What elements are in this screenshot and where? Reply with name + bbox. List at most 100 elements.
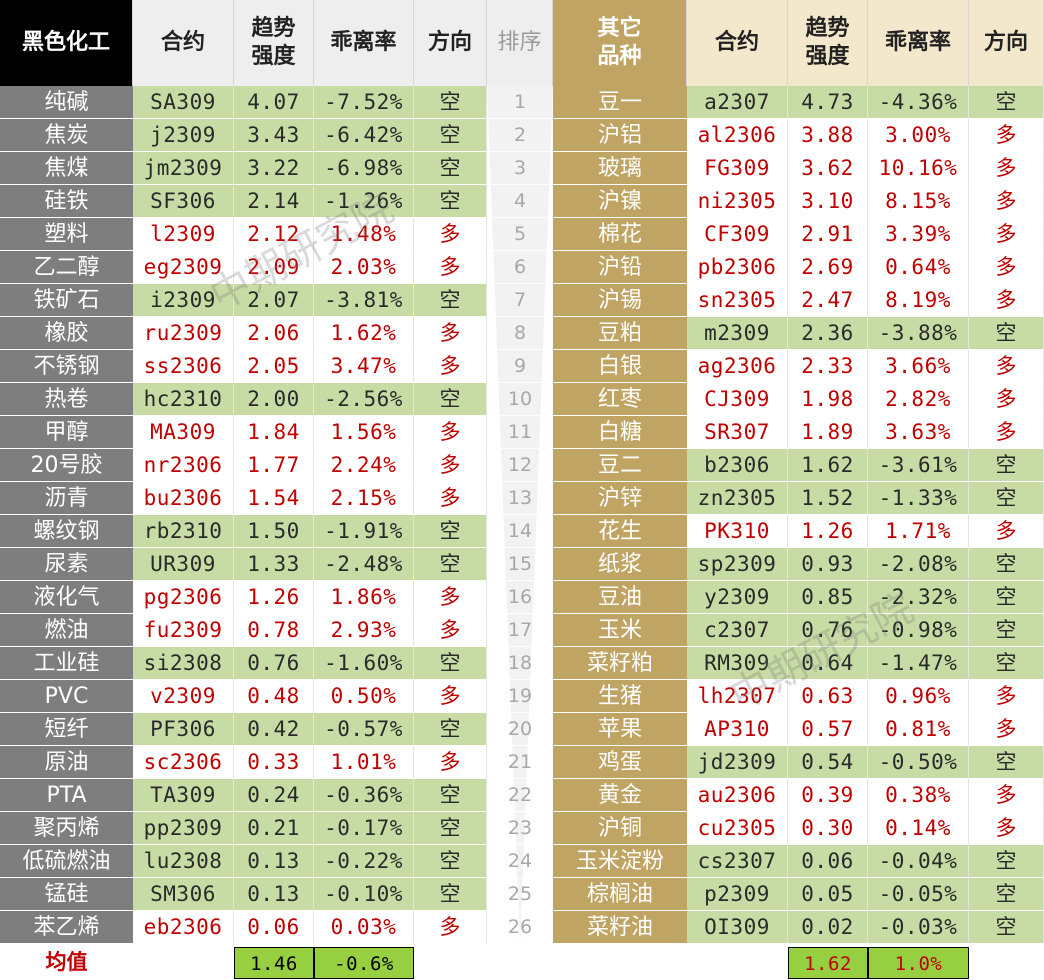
right-direction: 多 bbox=[969, 812, 1044, 845]
left-trend-strength: 1.77 bbox=[234, 449, 314, 482]
table-row: 橡胶 ru2309 2.06 1.62% 多 8 豆粕 m2309 2.36 -3.88% 空 bbox=[0, 317, 1044, 350]
table-row: 苯乙烯 eb2306 0.06 0.03% 多 26 菜籽油 OI309 0.02 -0.03% 空 bbox=[0, 911, 1044, 944]
right-product-name: 菜籽粕 bbox=[553, 647, 687, 680]
right-trend-strength: 1.62 bbox=[788, 449, 868, 482]
right-trend-strength: 0.02 bbox=[788, 911, 868, 944]
right-deviation: 3.39% bbox=[868, 218, 969, 251]
left-product-name: 低硫燃油 bbox=[0, 845, 133, 878]
right-direction: 空 bbox=[969, 746, 1044, 779]
left-product-name: 铁矿石 bbox=[0, 284, 133, 317]
left-product-name: 乙二醇 bbox=[0, 251, 133, 284]
right-trend-strength: 0.85 bbox=[788, 581, 868, 614]
right-trend-strength: 0.54 bbox=[788, 746, 868, 779]
left-deviation: -2.56% bbox=[314, 383, 414, 416]
left-contract: UR309 bbox=[133, 548, 234, 581]
right-contract: cs2307 bbox=[687, 845, 788, 878]
right-trend-strength: 1.89 bbox=[788, 416, 868, 449]
right-deviation: 0.14% bbox=[868, 812, 969, 845]
rank-number: 24 bbox=[487, 845, 553, 878]
right-product-name: 沪铅 bbox=[553, 251, 687, 284]
rank-number: 20 bbox=[487, 713, 553, 746]
left-contract: PF306 bbox=[133, 713, 234, 746]
right-product-name: 白糖 bbox=[553, 416, 687, 449]
rank-number: 14 bbox=[487, 515, 553, 548]
rank-number: 6 bbox=[487, 251, 553, 284]
right-direction: 空 bbox=[969, 548, 1044, 581]
right-product-name: 玻璃 bbox=[553, 152, 687, 185]
left-trend-strength: 4.07 bbox=[234, 86, 314, 119]
left-trend-strength: 2.00 bbox=[234, 383, 314, 416]
right-product-name: 玉米淀粉 bbox=[553, 845, 687, 878]
right-contract: p2309 bbox=[687, 878, 788, 911]
left-product-name: 硅铁 bbox=[0, 185, 133, 218]
right-trend-strength: 0.05 bbox=[788, 878, 868, 911]
right-direction: 多 bbox=[969, 218, 1044, 251]
left-contract: lu2308 bbox=[133, 845, 234, 878]
left-contract: sc2306 bbox=[133, 746, 234, 779]
right-trend-strength: 0.30 bbox=[788, 812, 868, 845]
left-product-name: 纯碱 bbox=[0, 86, 133, 119]
left-product-name: 苯乙烯 bbox=[0, 911, 133, 944]
right-contract: ag2306 bbox=[687, 350, 788, 383]
right-product-name: 菜籽油 bbox=[553, 911, 687, 944]
right-trend-strength: 1.98 bbox=[788, 383, 868, 416]
left-trend-strength: 0.42 bbox=[234, 713, 314, 746]
left-trend-strength: 0.76 bbox=[234, 647, 314, 680]
left-direction: 多 bbox=[414, 482, 487, 515]
right-deviation: 10.16% bbox=[868, 152, 969, 185]
left-product-name: 原油 bbox=[0, 746, 133, 779]
left-deviation: -1.91% bbox=[314, 515, 414, 548]
left-direction: 空 bbox=[414, 878, 487, 911]
right-trend-strength: 3.10 bbox=[788, 185, 868, 218]
header-left-trend: 趋势强度 bbox=[234, 0, 314, 86]
right-contract: au2306 bbox=[687, 779, 788, 812]
left-trend-strength: 1.54 bbox=[234, 482, 314, 515]
right-direction: 空 bbox=[969, 845, 1044, 878]
right-deviation: 0.38% bbox=[868, 779, 969, 812]
right-deviation: -4.36% bbox=[868, 86, 969, 119]
left-trend-strength: 2.05 bbox=[234, 350, 314, 383]
left-product-name: 锰硅 bbox=[0, 878, 133, 911]
right-deviation: -0.05% bbox=[868, 878, 969, 911]
right-contract: zn2305 bbox=[687, 482, 788, 515]
right-deviation: -3.61% bbox=[868, 449, 969, 482]
right-product-name: 黄金 bbox=[553, 779, 687, 812]
right-contract: sn2305 bbox=[687, 284, 788, 317]
left-contract: ru2309 bbox=[133, 317, 234, 350]
rank-number: 10 bbox=[487, 383, 553, 416]
right-trend-strength: 0.93 bbox=[788, 548, 868, 581]
left-deviation: -7.52% bbox=[314, 86, 414, 119]
right-direction: 多 bbox=[969, 185, 1044, 218]
right-deviation: 0.64% bbox=[868, 251, 969, 284]
right-product-name: 生猪 bbox=[553, 680, 687, 713]
right-trend-strength: 1.26 bbox=[788, 515, 868, 548]
right-product-name: 鸡蛋 bbox=[553, 746, 687, 779]
left-contract: eg2309 bbox=[133, 251, 234, 284]
right-product-name: 纸浆 bbox=[553, 548, 687, 581]
table-row: 焦炭 j2309 3.43 -6.42% 空 2 沪铝 al2306 3.88 3.00% 多 bbox=[0, 119, 1044, 152]
left-contract: SA309 bbox=[133, 86, 234, 119]
table-row: 乙二醇 eg2309 2.09 2.03% 多 6 沪铅 pb2306 2.69 0.64% 多 bbox=[0, 251, 1044, 284]
right-direction: 多 bbox=[969, 680, 1044, 713]
table-row: 焦煤 jm2309 3.22 -6.98% 空 3 玻璃 FG309 3.62 10.16% 多 bbox=[0, 152, 1044, 185]
left-deviation: -1.60% bbox=[314, 647, 414, 680]
right-direction: 空 bbox=[969, 878, 1044, 911]
left-deviation: -3.81% bbox=[314, 284, 414, 317]
left-contract: l2309 bbox=[133, 218, 234, 251]
left-product-name: 螺纹钢 bbox=[0, 515, 133, 548]
left-direction: 空 bbox=[414, 845, 487, 878]
left-trend-strength: 2.07 bbox=[234, 284, 314, 317]
left-trend-strength: 0.24 bbox=[234, 779, 314, 812]
left-trend-strength: 0.48 bbox=[234, 680, 314, 713]
left-product-name: 塑料 bbox=[0, 218, 133, 251]
left-product-name: 液化气 bbox=[0, 581, 133, 614]
right-deviation: -2.08% bbox=[868, 548, 969, 581]
table-row: 尿素 UR309 1.33 -2.48% 空 15 纸浆 sp2309 0.93 -2.08% 空 bbox=[0, 548, 1044, 581]
table-row: 螺纹钢 rb2310 1.50 -1.91% 空 14 花生 PK310 1.26 1.71% 多 bbox=[0, 515, 1044, 548]
left-contract: i2309 bbox=[133, 284, 234, 317]
right-deviation: -0.98% bbox=[868, 614, 969, 647]
right-trend-strength: 2.33 bbox=[788, 350, 868, 383]
left-trend-strength: 2.14 bbox=[234, 185, 314, 218]
right-contract: jd2309 bbox=[687, 746, 788, 779]
